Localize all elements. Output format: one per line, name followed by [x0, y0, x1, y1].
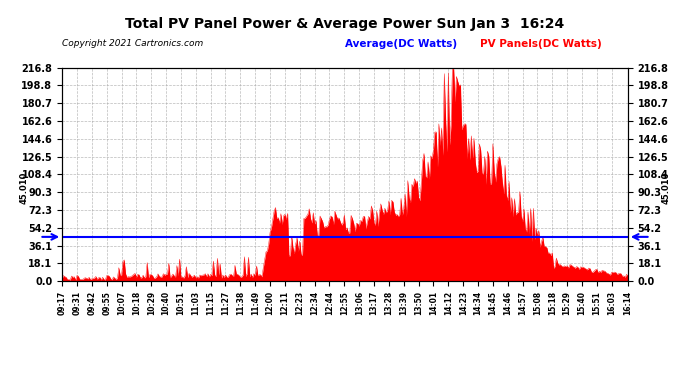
Text: PV Panels(DC Watts): PV Panels(DC Watts) [480, 39, 601, 50]
Text: Average(DC Watts): Average(DC Watts) [345, 39, 457, 50]
Text: Total PV Panel Power & Average Power Sun Jan 3  16:24: Total PV Panel Power & Average Power Sun… [126, 17, 564, 31]
Text: Copyright 2021 Cartronics.com: Copyright 2021 Cartronics.com [62, 39, 204, 48]
Text: 45.010: 45.010 [661, 171, 671, 204]
Text: 45.010: 45.010 [19, 171, 29, 204]
